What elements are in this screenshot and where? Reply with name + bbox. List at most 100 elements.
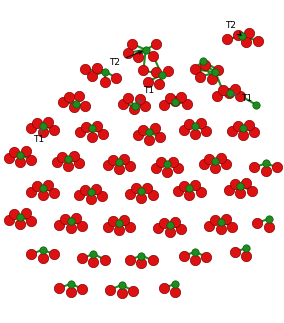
- Point: [57, 222, 62, 227]
- Point: [254, 102, 259, 108]
- Point: [12, 150, 16, 155]
- Point: [54, 160, 59, 165]
- Point: [244, 253, 248, 258]
- Point: [145, 185, 149, 190]
- Point: [132, 106, 136, 111]
- Point: [193, 257, 197, 262]
- Point: [23, 211, 28, 216]
- Point: [74, 215, 79, 221]
- Point: [227, 187, 231, 192]
- Point: [201, 58, 205, 63]
- Point: [68, 281, 73, 287]
- Point: [111, 157, 115, 162]
- Point: [147, 130, 151, 135]
- Point: [114, 75, 118, 80]
- Point: [91, 251, 96, 256]
- Point: [224, 216, 229, 222]
- Point: [80, 256, 84, 261]
- Point: [74, 102, 79, 107]
- Point: [119, 282, 124, 287]
- Point: [91, 260, 96, 265]
- Point: [187, 185, 192, 190]
- Point: [168, 222, 172, 227]
- Text: T1: T1: [33, 129, 44, 144]
- Point: [244, 181, 248, 186]
- Point: [133, 186, 138, 191]
- Point: [193, 123, 197, 128]
- Point: [215, 93, 219, 98]
- Point: [103, 79, 107, 84]
- Point: [173, 281, 178, 287]
- Point: [173, 99, 178, 104]
- Point: [6, 217, 11, 223]
- Point: [105, 162, 110, 168]
- Point: [204, 129, 209, 134]
- Point: [207, 223, 212, 228]
- Point: [159, 160, 164, 165]
- Point: [229, 129, 234, 134]
- Point: [139, 253, 144, 258]
- Point: [252, 164, 257, 170]
- Point: [168, 96, 172, 101]
- Point: [120, 101, 125, 107]
- Point: [162, 220, 166, 225]
- Point: [232, 86, 237, 91]
- Point: [156, 226, 161, 231]
- Point: [227, 90, 232, 95]
- Point: [247, 122, 251, 127]
- Point: [35, 183, 39, 189]
- Point: [126, 96, 130, 101]
- Point: [181, 183, 186, 188]
- Point: [116, 159, 121, 164]
- Point: [18, 221, 22, 226]
- Point: [187, 121, 192, 127]
- Point: [162, 102, 166, 108]
- Point: [100, 194, 104, 199]
- Point: [241, 133, 245, 138]
- Point: [168, 230, 172, 235]
- Point: [153, 42, 158, 47]
- Point: [29, 189, 34, 194]
- Point: [116, 220, 121, 225]
- Point: [227, 90, 231, 95]
- Point: [83, 187, 87, 192]
- Point: [232, 182, 237, 187]
- Point: [63, 216, 67, 222]
- Point: [151, 192, 155, 197]
- Point: [40, 123, 45, 128]
- Point: [143, 47, 148, 52]
- Point: [173, 219, 178, 224]
- Point: [40, 255, 45, 260]
- Point: [238, 183, 243, 189]
- Point: [235, 33, 240, 38]
- Point: [46, 120, 51, 125]
- Point: [29, 251, 34, 256]
- Point: [40, 247, 45, 253]
- Point: [158, 134, 163, 140]
- Point: [68, 218, 73, 224]
- Point: [77, 161, 82, 166]
- Point: [52, 190, 56, 195]
- Point: [207, 156, 212, 161]
- Point: [29, 157, 34, 162]
- Point: [239, 34, 244, 39]
- Point: [130, 41, 134, 46]
- Point: [256, 38, 261, 43]
- Point: [238, 93, 243, 98]
- Point: [170, 159, 175, 164]
- Point: [224, 162, 229, 167]
- Point: [249, 188, 254, 193]
- Point: [139, 188, 144, 193]
- Point: [201, 162, 206, 167]
- Point: [213, 70, 218, 75]
- Point: [95, 123, 100, 128]
- Point: [128, 192, 132, 197]
- Point: [244, 246, 248, 251]
- Point: [40, 130, 45, 135]
- Point: [131, 288, 135, 293]
- Point: [133, 103, 137, 109]
- Point: [83, 67, 88, 72]
- Point: [187, 192, 192, 197]
- Point: [122, 217, 127, 223]
- Point: [157, 81, 161, 86]
